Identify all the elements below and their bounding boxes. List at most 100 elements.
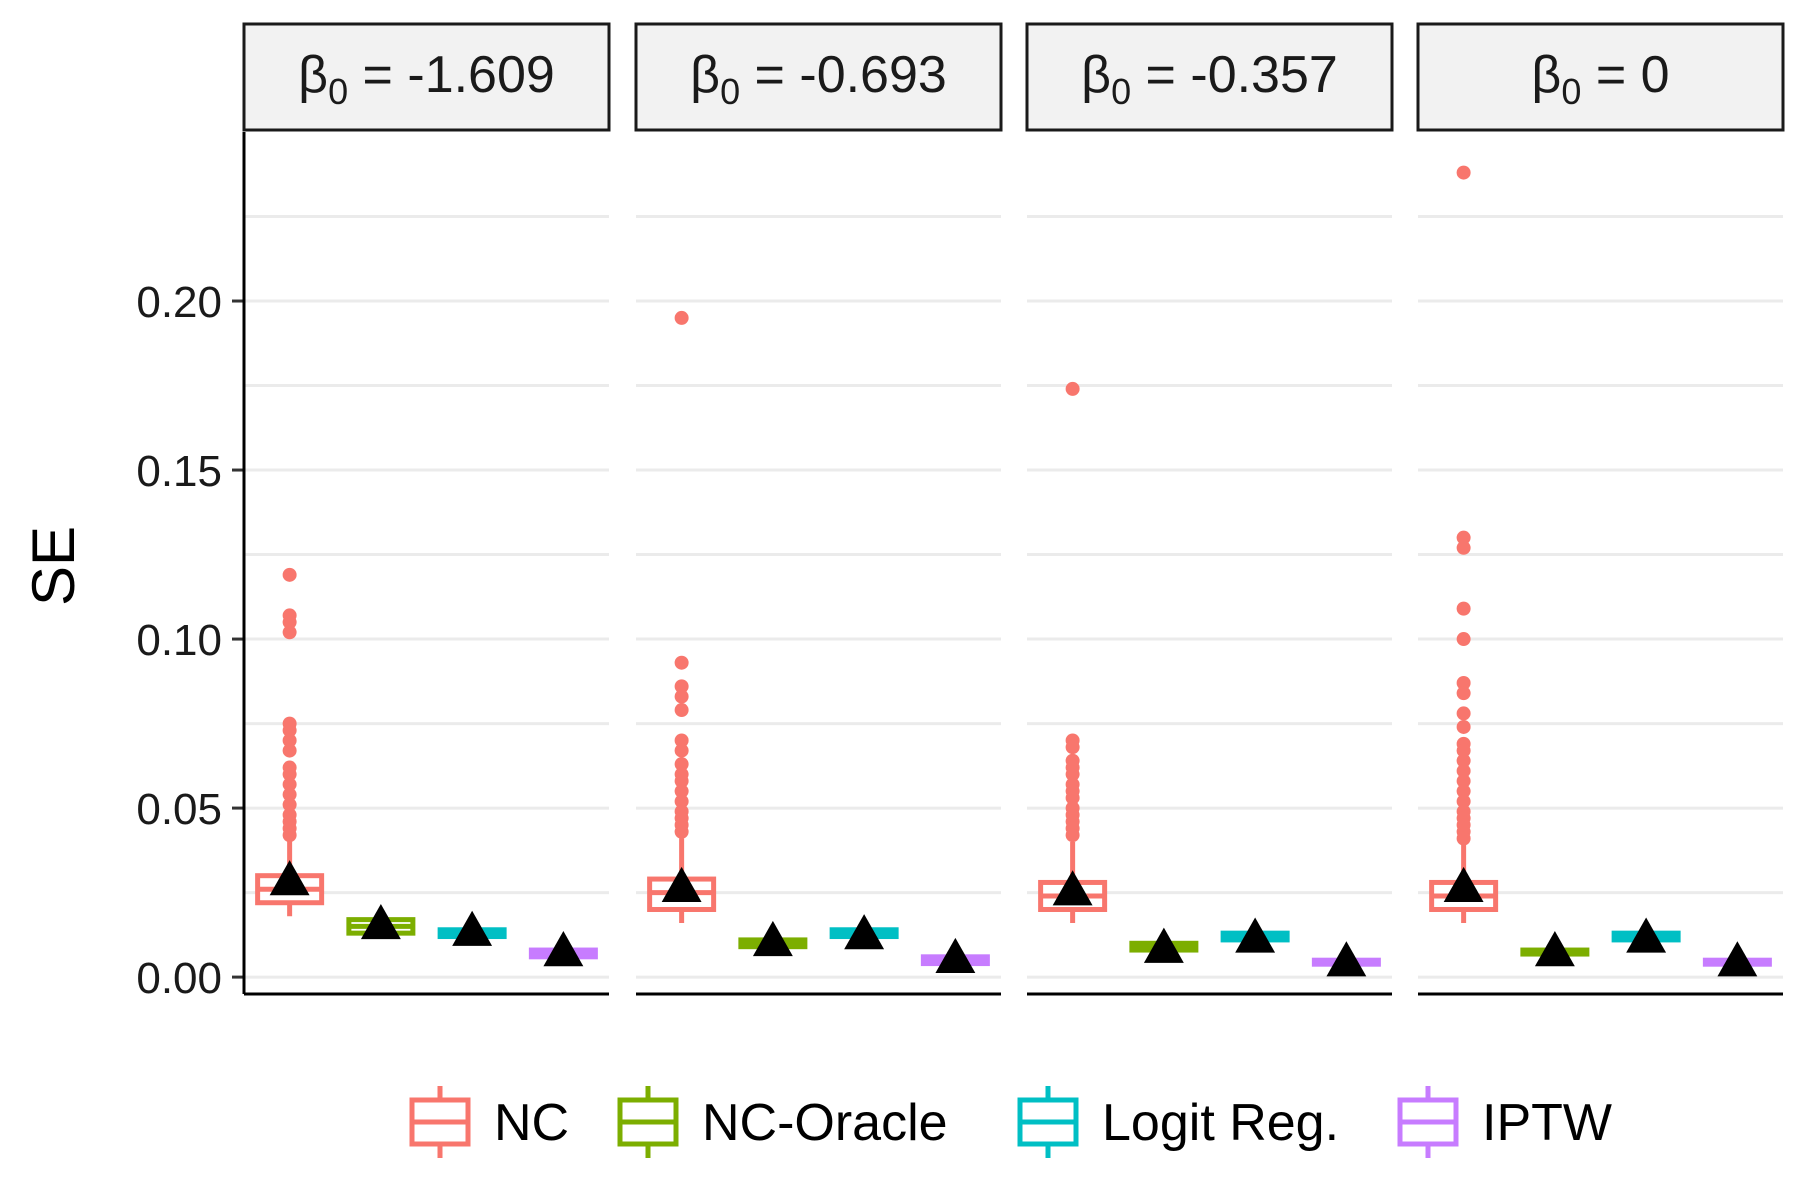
legend: NC NC-Oracle Logit Reg. IPTW: [409, 1086, 1612, 1158]
outlier-point: [1456, 165, 1471, 180]
outlier-point: [282, 615, 297, 630]
facet-strip: β0 = -0.693: [634, 22, 1003, 132]
outlier-point: [1456, 794, 1471, 809]
y-axis-title: SE: [20, 526, 87, 606]
mean-marker: [844, 914, 885, 950]
outlier-point: [1456, 774, 1471, 789]
facet-label-value: = 0: [1581, 46, 1669, 104]
legend-label: Logit Reg.: [1102, 1094, 1339, 1152]
boxplot-nc-oracle: [738, 920, 808, 957]
facet-strip-box: [1025, 22, 1394, 132]
legend-label: IPTW: [1482, 1094, 1612, 1152]
outlier-point: [1456, 540, 1471, 555]
boxplot-iptw: [1702, 941, 1772, 977]
facet-panel: β0 = -0.357: [1025, 22, 1394, 996]
mean-marker: [752, 920, 793, 957]
outlier-point: [282, 733, 297, 748]
outlier-point: [674, 703, 689, 718]
outlier-point: [674, 794, 689, 809]
mean-marker: [1052, 870, 1093, 906]
boxplot-iptw: [1311, 941, 1381, 977]
outlier-point: [282, 723, 297, 738]
legend-item: NC: [409, 1086, 569, 1158]
outlier-point: [1065, 740, 1080, 755]
outlier-point: [1456, 676, 1471, 691]
outlier-point: [674, 733, 689, 748]
legend-label: NC: [494, 1094, 569, 1152]
facet-strip-label: β0 = 0: [1531, 46, 1669, 112]
outlier-point: [1456, 706, 1471, 721]
outlier-point: [674, 655, 689, 670]
outlier-point: [1065, 828, 1080, 843]
outlier-point: [282, 787, 297, 802]
facet-panel: β0 = 0: [1416, 22, 1785, 996]
outlier-point: [1456, 784, 1471, 799]
boxplot-iptw: [528, 931, 598, 967]
facet-panel: β0 = -1.609: [242, 22, 611, 996]
outlier-point: [674, 679, 689, 694]
mean-marker: [661, 866, 702, 902]
outlier-point: [1456, 831, 1471, 846]
boxplot-nc: [647, 310, 717, 924]
facet-strip: β0 = -0.357: [1025, 22, 1394, 132]
mean-marker: [543, 931, 584, 967]
facet-strip-label: β0 = -0.693: [690, 46, 947, 112]
outlier-point: [674, 757, 689, 772]
outlier-point: [282, 767, 297, 782]
mean-marker: [1443, 866, 1484, 902]
facet-strip-label: β0 = -1.609: [298, 46, 555, 112]
mean-marker: [1626, 917, 1667, 953]
outlier-point: [1456, 763, 1471, 778]
facet-label-value: = -0.693: [740, 46, 947, 104]
facet-label-value: = -0.357: [1131, 46, 1338, 104]
mean-marker: [1326, 941, 1367, 977]
y-tick-label: 0.05: [136, 785, 222, 834]
y-tick-label: 0.15: [136, 447, 222, 496]
boxplot-logit-reg: [1611, 917, 1681, 953]
facet-label-symbol: β: [1531, 46, 1561, 104]
facets: β0 = -1.609 β0 = -0.693 β0 = -0.357 β0 = 0: [242, 22, 1785, 996]
mean-marker: [935, 937, 976, 973]
boxplot-nc: [255, 567, 325, 917]
outlier-point: [1456, 601, 1471, 616]
facet-panel: β0 = -0.693: [634, 22, 1003, 996]
boxplot-nc-oracle: [346, 904, 416, 940]
outlier-point: [1456, 753, 1471, 768]
outlier-point: [674, 689, 689, 704]
outlier-point: [674, 310, 689, 325]
outlier-point: [282, 797, 297, 812]
y-axis: 0.00 0.05 0.10 0.15 0.20: [136, 278, 244, 1003]
legend-item: NC-Oracle: [617, 1086, 948, 1158]
facet-label-subscript: 0: [720, 71, 740, 112]
outlier-point: [1456, 686, 1471, 701]
legend-item: IPTW: [1397, 1086, 1612, 1158]
outlier-point: [1456, 530, 1471, 545]
outlier-point: [282, 743, 297, 758]
boxplot-logit-reg: [437, 910, 507, 946]
mean-marker: [1143, 927, 1184, 963]
boxplot-logit-reg: [1220, 917, 1290, 953]
mean-marker: [360, 904, 401, 940]
outlier-point: [1065, 790, 1080, 805]
facet-strip-box: [634, 22, 1003, 132]
facet-strip: β0 = -1.609: [242, 22, 611, 132]
y-tick-label: 0.20: [136, 278, 222, 327]
outlier-point: [674, 824, 689, 839]
mean-marker: [452, 910, 493, 946]
outlier-point: [674, 743, 689, 758]
outlier-point: [1456, 632, 1471, 647]
facet-label-symbol: β: [690, 46, 720, 104]
mean-marker: [269, 860, 310, 896]
mean-marker: [1534, 931, 1575, 967]
mean-marker: [1717, 941, 1758, 977]
boxplot-nc: [1038, 381, 1108, 924]
y-tick-label: 0.00: [136, 954, 222, 1003]
boxplot-nc: [1429, 165, 1499, 924]
outlier-point: [1456, 719, 1471, 734]
legend-item: Logit Reg.: [1017, 1086, 1339, 1158]
outlier-point: [282, 777, 297, 792]
outlier-point: [1065, 381, 1080, 396]
facet-label-symbol: β: [1081, 46, 1111, 104]
outlier-point: [674, 784, 689, 799]
